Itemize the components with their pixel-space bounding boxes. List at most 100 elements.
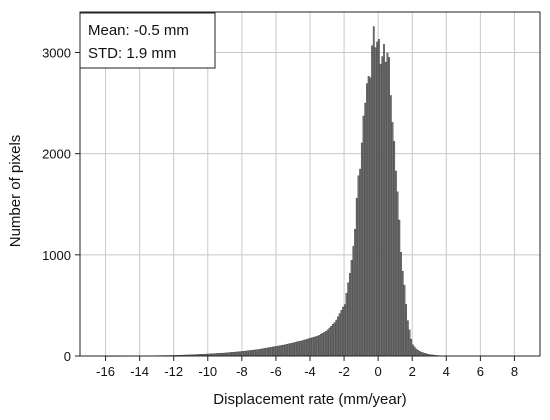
histogram-bar xyxy=(357,175,360,357)
histogram-bar xyxy=(303,339,305,357)
histogram-bar xyxy=(337,316,339,357)
histogram-bar xyxy=(316,335,319,357)
histogram-bar xyxy=(349,273,351,357)
histogram-bar xyxy=(313,336,316,357)
stats-legend: Mean: -0.5 mm STD: 1.9 mm xyxy=(79,12,216,69)
histogram-bar xyxy=(364,102,367,357)
histogram-bar xyxy=(309,337,312,357)
histogram-bar xyxy=(386,52,389,357)
histogram-bar xyxy=(268,347,271,357)
histogram-bar xyxy=(301,340,304,357)
histogram-bar xyxy=(239,351,242,357)
histogram-bar xyxy=(389,95,392,357)
y-axis-title: Number of pixels xyxy=(7,135,24,248)
histogram-bar xyxy=(279,345,281,357)
histogram-bar xyxy=(391,122,394,357)
histogram-bar xyxy=(369,77,372,357)
histogram-bar xyxy=(333,322,336,357)
histogram-bar xyxy=(418,351,421,357)
x-tick-label: -4 xyxy=(304,364,316,379)
histogram-bar xyxy=(384,61,387,357)
histogram-bar xyxy=(345,293,348,357)
histogram-bar xyxy=(381,56,384,357)
histogram-bar xyxy=(376,41,379,357)
histogram-bar xyxy=(331,324,334,357)
histogram-bar xyxy=(372,26,375,357)
histogram-bar xyxy=(320,334,322,357)
x-tick-label: 6 xyxy=(477,364,484,379)
x-tick-label: -2 xyxy=(338,364,350,379)
axis-ticks: -16 -14 -12 -10 -8 -6 -4 -2 0 2 4 6 8 0 1000 2000 3000 xyxy=(42,45,518,379)
histogram-bar xyxy=(241,351,244,357)
x-tick-label: -14 xyxy=(130,364,149,379)
histogram-bar xyxy=(410,339,413,357)
histogram-bar xyxy=(311,337,314,357)
histogram-bar xyxy=(359,168,362,357)
histogram-bar xyxy=(251,349,254,357)
histogram-bar xyxy=(267,347,270,357)
histogram-bar xyxy=(274,346,276,357)
x-tick-label: 8 xyxy=(511,364,518,379)
y-tick-label: 1000 xyxy=(42,248,71,263)
histogram-bar xyxy=(248,350,251,357)
histogram-bar xyxy=(340,310,343,357)
histogram-bar xyxy=(328,327,331,357)
histogram-bar xyxy=(304,339,307,357)
histogram-bar xyxy=(234,351,237,357)
histogram-bar xyxy=(367,75,370,357)
x-tick-label: -12 xyxy=(164,364,183,379)
histogram-bar xyxy=(371,45,373,357)
histogram-bar xyxy=(362,115,365,357)
histogram-bar xyxy=(377,39,380,357)
y-tick-label: 0 xyxy=(64,349,71,364)
x-tick-label: -6 xyxy=(270,364,282,379)
histogram-bar xyxy=(413,346,416,357)
histogram-bar xyxy=(383,44,385,357)
histogram-bar xyxy=(292,342,295,357)
histogram-bar xyxy=(338,313,341,357)
histogram-bar xyxy=(238,351,241,357)
histogram-bar xyxy=(408,329,411,357)
x-tick-label: 2 xyxy=(409,364,416,379)
histogram-bar xyxy=(289,343,292,357)
histogram-bar xyxy=(396,191,399,357)
histogram-bar xyxy=(246,350,249,357)
histogram-bars xyxy=(105,26,447,357)
x-tick-label: 4 xyxy=(443,364,450,379)
histogram-bar xyxy=(255,349,258,357)
histogram-bar xyxy=(265,347,268,357)
x-tick-label: -16 xyxy=(96,364,115,379)
histogram-bar xyxy=(231,352,234,357)
histogram-bar xyxy=(330,326,333,357)
histogram-bar xyxy=(412,344,414,357)
histogram-bar xyxy=(280,345,283,357)
x-tick-label: -10 xyxy=(198,364,217,379)
histogram-bar xyxy=(296,341,298,357)
histogram-bar xyxy=(282,344,285,357)
histogram-bar xyxy=(400,252,402,357)
histogram-bar xyxy=(321,333,324,357)
histogram-bar xyxy=(253,349,256,357)
histogram-bar xyxy=(342,306,344,357)
histogram-bar xyxy=(270,346,273,357)
histogram-bar xyxy=(401,270,404,357)
histogram-bar xyxy=(285,344,288,357)
histogram-bar xyxy=(374,47,377,357)
histogram-bar xyxy=(360,142,363,357)
histogram-bar xyxy=(350,259,353,357)
histogram-bar xyxy=(233,351,235,357)
histogram-bar xyxy=(308,338,310,357)
x-tick-label: -8 xyxy=(236,364,248,379)
histogram-bar xyxy=(379,63,382,357)
histogram-bar xyxy=(323,332,326,357)
histogram-bar xyxy=(355,197,358,357)
y-tick-label: 2000 xyxy=(42,147,71,162)
histogram-bar xyxy=(229,352,232,357)
histogram-bar xyxy=(236,351,239,357)
histogram-bar xyxy=(260,348,263,357)
histogram-bar xyxy=(245,350,247,357)
histogram-bar xyxy=(366,83,368,357)
histogram-bar xyxy=(417,349,419,357)
stats-box xyxy=(79,12,216,69)
